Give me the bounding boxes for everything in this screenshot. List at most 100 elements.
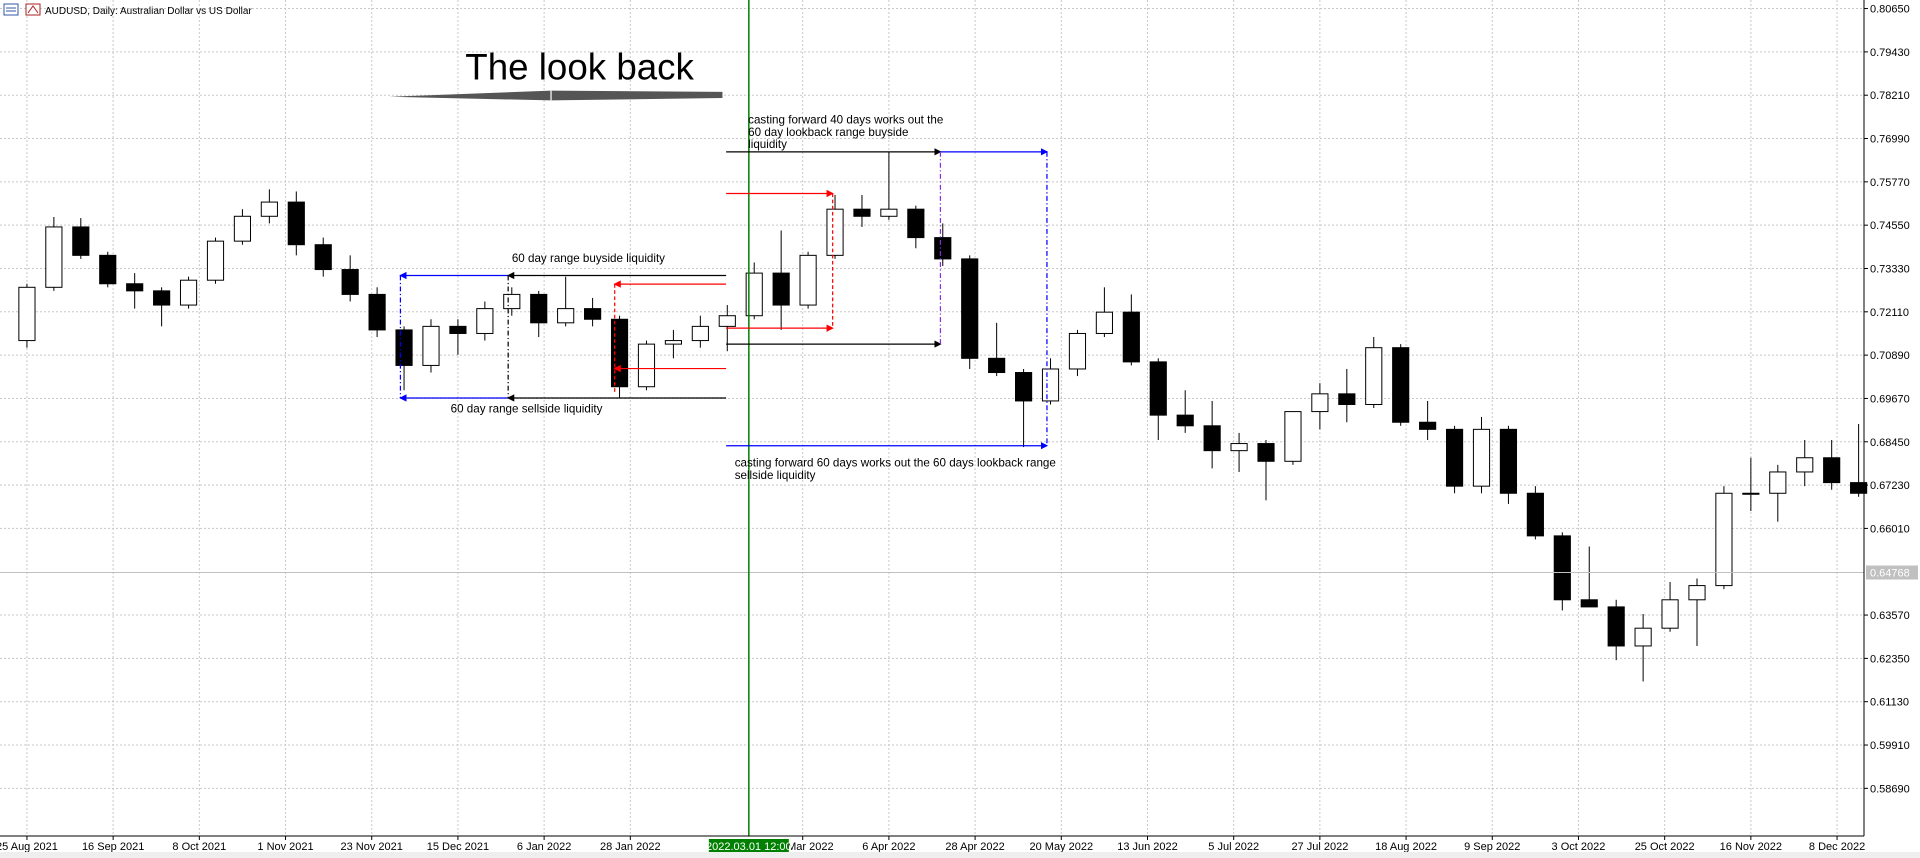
candle-body [1284,411,1302,462]
candle-body [907,208,925,239]
candle-body [1149,361,1167,416]
y-tick-label: 0.74550 [1870,220,1910,232]
candle-body [584,308,602,320]
candle-body [664,340,682,345]
candle-body [314,244,332,271]
candle-body [233,215,252,242]
candle-body [341,269,359,295]
candle-body [1419,421,1437,430]
icon [27,5,39,14]
y-tick-label: 0.80650 [1870,4,1910,16]
x-tick-label: 28 Apr 2022 [945,841,1004,853]
forward-40-label: casting forward 40 days works out the [748,114,943,127]
range-lines [399,148,1049,450]
candle-body [1176,414,1194,427]
candle-body [1796,457,1814,473]
crosshair-label: 2022.03.01 12:00 [706,841,792,853]
candle-body [1392,347,1410,423]
look-back-label: The look back [465,47,694,88]
candle-body [1499,428,1518,494]
candle-body [395,329,413,366]
buyside-label: 60 day range buyside liquidity [512,252,665,265]
candle-body [45,226,63,288]
candle-body [1688,585,1706,601]
x-tick-label: 20 May 2022 [1029,841,1093,853]
candle-body [1553,535,1571,601]
x-tick-label: 18 Aug 2022 [1375,841,1437,853]
x-tick-label: 9 Sep 2022 [1464,841,1520,853]
icon [25,3,41,16]
candle-body [1445,428,1464,487]
candle-body [1068,332,1087,370]
x-tick-label: 3 Oct 2022 [1552,841,1606,853]
candle-body [126,283,144,292]
y-tick-label: 0.70890 [1870,350,1910,362]
candle-body [1472,428,1491,487]
candle-body [745,272,763,317]
candle-body [449,325,467,334]
y-tick-label: 0.61130 [1870,697,1909,709]
crosshair-box [708,839,789,853]
candle-body [826,208,844,256]
candle-body [1041,368,1060,402]
candle-body [772,272,790,306]
candle-body [1526,492,1544,537]
x-tick-label: 13 Jun 2022 [1117,841,1178,853]
x-tick-label: 8 Oct 2021 [172,841,226,853]
forward-40-label: 60 day lookback range buyside [748,126,908,139]
scrollbar [0,852,1920,858]
x-tick-label: 8 Dec 2022 [1809,841,1865,853]
candle-body [880,208,898,217]
y-tick-label: 0.68450 [1870,437,1910,449]
forward-60-label: casting forward 60 days works out the 60… [735,457,1056,470]
candle-body [1634,627,1652,647]
candle-body [1338,393,1356,405]
current-price-box [1866,565,1918,580]
candle-body [287,201,305,246]
candle-body [1230,443,1248,452]
x-tick-label: 6 Jan 2022 [517,841,571,853]
sellside-label: 60 day range sellside liquidity [451,403,603,416]
y-tick-label: 0.69670 [1870,393,1910,405]
x-tick-label: 27 Jul 2022 [1291,841,1348,853]
forward-60-label: sellside liquidity [735,469,816,482]
annotations: The look back 60 day range buyside liqui… [389,47,1056,482]
x-tick-label: 25 Aug 2021 [0,841,58,853]
y-tick-label: 0.76990 [1870,134,1910,146]
x-tick-label: 16 Sep 2021 [82,841,144,853]
candle-body [1095,311,1113,334]
chart-title: AUDUSD, Daily: Australian Dollar vs US D… [45,6,252,17]
candle-body [99,254,117,285]
candle-body [179,279,198,306]
x-tick-label: 28 Jan 2022 [600,841,661,853]
candle-body [853,208,871,217]
candle-body [691,325,709,342]
x-tick-label: 16 Nov 2022 [1720,841,1782,853]
y-tick-label: 0.67230 [1870,480,1910,492]
current-price-label: 0.64768 [1870,568,1910,580]
y-tick-label: 0.73330 [1870,263,1910,275]
y-tick-label: 0.66010 [1870,523,1910,535]
y-tick-label: 0.59910 [1870,740,1910,752]
y-tick-label: 0.75770 [1870,177,1910,189]
x-tick-label: 1 Nov 2021 [257,841,313,853]
candle-body [1257,443,1275,462]
candle-body [476,308,494,334]
candle-body [72,226,90,256]
candle-body [530,293,548,324]
candle-body [1742,492,1760,495]
candles [18,151,1868,682]
candle-body [1823,457,1841,484]
y-tick-label: 0.79430 [1870,47,1910,59]
candle-body [1365,347,1383,405]
x-tick-label: 25 Oct 2022 [1635,841,1695,853]
candle-body [610,318,629,388]
candle-body [206,240,225,281]
candle-body [718,315,736,327]
